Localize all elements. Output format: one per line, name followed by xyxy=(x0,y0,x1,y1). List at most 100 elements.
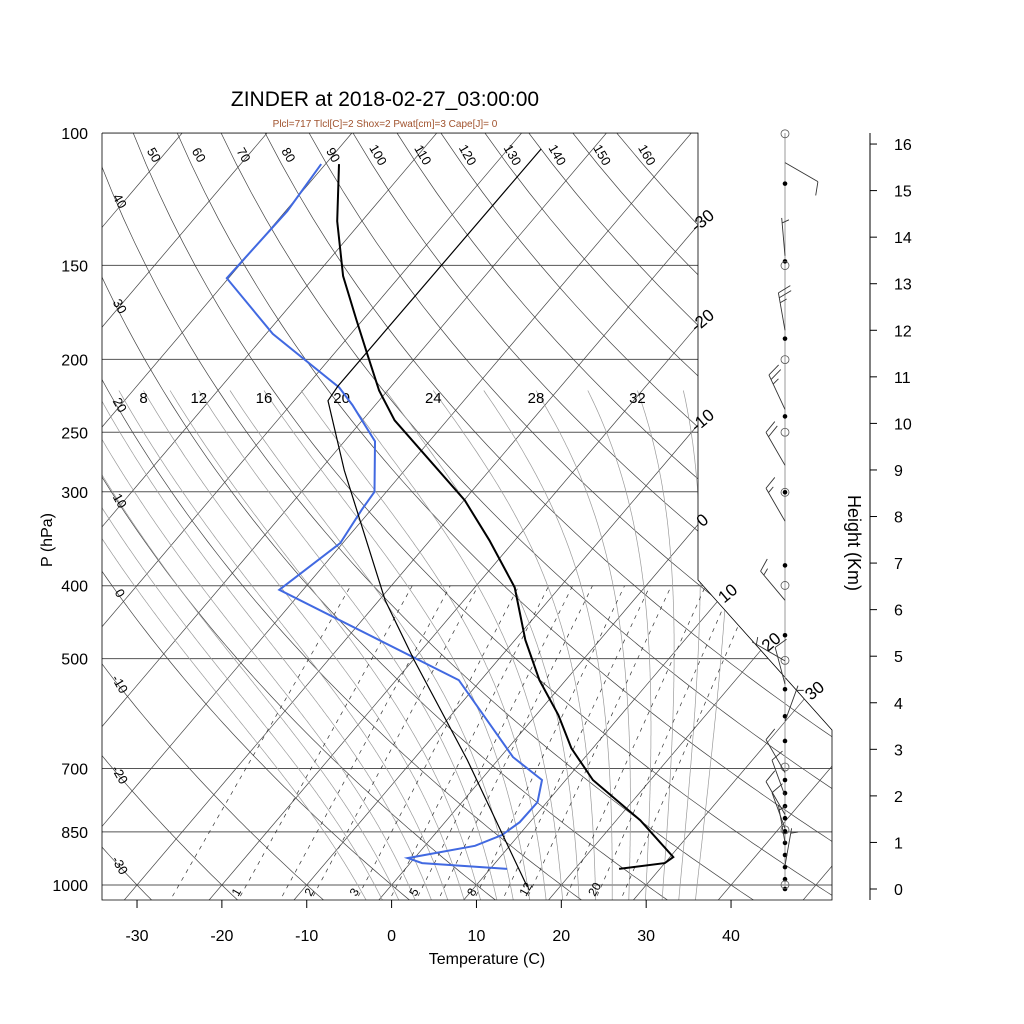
isotherm-line xyxy=(290,133,832,900)
wind-barb xyxy=(765,770,786,815)
isotherm-label: -10 xyxy=(687,405,718,435)
x-tick-label: 30 xyxy=(637,928,655,945)
dry-adiabat-label: 110 xyxy=(411,142,434,167)
moist-adiabat-line xyxy=(341,390,564,900)
dry-adiabat-label: -30 xyxy=(109,853,131,877)
dry-adiabat-line xyxy=(102,133,243,900)
height-tick-label: 6 xyxy=(894,603,903,620)
moist-adiabat-line xyxy=(118,390,450,900)
isotherm-line xyxy=(102,133,282,900)
x-axis-label: Temperature (C) xyxy=(429,951,545,968)
mixing-ratio-label: 3 xyxy=(347,885,363,898)
pressure-tick-label: 1000 xyxy=(52,878,88,895)
parcel-line xyxy=(327,148,542,888)
mixing-ratio-line xyxy=(235,585,413,900)
dry-adiabat-line xyxy=(308,133,832,900)
dry-adiabat-label: 130 xyxy=(501,142,525,168)
height-tick-label: 7 xyxy=(894,556,903,573)
x-tick-label: -20 xyxy=(210,928,233,945)
moist-adiabat-line xyxy=(263,390,531,900)
dry-adiabat-label: 50 xyxy=(144,145,164,165)
moist-adiabat-label: 12 xyxy=(190,390,207,407)
pressure-tick-label: 100 xyxy=(61,126,88,143)
profile-lines xyxy=(225,148,675,888)
moist-adiabat-line xyxy=(102,390,402,900)
dry-adiabat-label: 150 xyxy=(590,142,614,168)
mixing-ratio-line xyxy=(471,585,625,900)
moist-adiabat-line xyxy=(102,390,434,900)
dry-adiabat-label: 60 xyxy=(189,145,209,165)
moist-adiabat-line xyxy=(169,390,482,900)
height-tick-label: 13 xyxy=(894,277,912,294)
isotherm-label: -20 xyxy=(687,305,718,335)
pressure-tick-label: 700 xyxy=(61,762,88,779)
isotherm-label: -30 xyxy=(687,206,718,236)
mixing-ratio-line xyxy=(167,585,352,900)
dry-adiabat-line xyxy=(264,133,832,900)
dry-adiabat-label: 80 xyxy=(278,145,298,165)
std-level-circle xyxy=(780,825,790,835)
mixing-ratio-label: 12 xyxy=(516,880,535,899)
mixing-ratio-line xyxy=(524,585,672,900)
mixing-ratio-line xyxy=(618,585,756,900)
background-grid xyxy=(102,133,832,900)
obs-level-dot xyxy=(782,876,788,882)
x-tick-label: 20 xyxy=(552,928,570,945)
std-level-circle xyxy=(780,581,790,590)
y-axis-label: P (hPa) xyxy=(39,513,56,567)
temperature-line xyxy=(336,164,675,870)
mixing-ratio-line xyxy=(387,585,550,900)
moist-adiabat-line xyxy=(300,390,547,900)
wind-barb xyxy=(768,364,786,410)
dry-adiabat-line xyxy=(220,133,832,900)
height-tick-label: 8 xyxy=(894,510,903,527)
obs-level-dot xyxy=(782,815,788,821)
wind-barb xyxy=(777,285,792,331)
pressure-tick-label: 150 xyxy=(61,258,88,275)
obs-level-dot xyxy=(782,563,788,568)
wind-barb xyxy=(784,162,819,196)
x-tick-label: 0 xyxy=(387,928,396,945)
x-tick-label: -30 xyxy=(125,928,148,945)
wind-barb xyxy=(774,638,787,685)
std-level-circle xyxy=(780,762,790,772)
wind-barb xyxy=(771,750,786,797)
wind-barb xyxy=(784,685,804,722)
height-tick-label: 10 xyxy=(894,416,912,433)
height-tick-label: 11 xyxy=(894,370,911,387)
height-tick-label: 14 xyxy=(894,230,912,247)
dry-adiabat-label: 30 xyxy=(110,296,130,316)
mixing-ratio-line xyxy=(308,585,479,900)
dry-adiabat-label: 100 xyxy=(366,142,390,168)
obs-level-dot xyxy=(782,864,788,870)
wind-barb xyxy=(765,477,786,522)
std-level-circle xyxy=(780,129,790,139)
x-tick-label: -10 xyxy=(295,928,318,945)
chart-title: ZINDER at 2018-02-27_03:00:00 xyxy=(230,88,540,111)
moist-adiabat-label: 32 xyxy=(629,390,646,407)
dry-adiabat-label: 120 xyxy=(456,142,480,168)
height-tick-label: 0 xyxy=(894,882,903,899)
wind-barb xyxy=(781,217,790,256)
wind-barb xyxy=(765,421,786,466)
pressure-tick-label: 850 xyxy=(61,825,88,842)
obs-level-dot xyxy=(782,828,788,834)
pressure-tick-label: 200 xyxy=(61,352,88,369)
moist-adiabat-line xyxy=(102,390,385,900)
x-tick-label: 40 xyxy=(722,928,740,945)
mixing-ratio-line xyxy=(562,585,706,900)
wind-barb xyxy=(777,804,786,843)
pressure-tick-label: 400 xyxy=(61,579,88,596)
mixing-ratio-label: 20 xyxy=(585,880,604,899)
isotherm-line xyxy=(102,133,452,900)
dry-adiabat-line xyxy=(102,133,329,900)
isotherm-line xyxy=(102,133,112,900)
dry-adiabat-label: 40 xyxy=(110,191,130,211)
mixing-ratio-line xyxy=(413,585,573,900)
isotherm-line xyxy=(799,133,832,900)
isotherm-line xyxy=(102,133,197,900)
dry-adiabat-label: -20 xyxy=(109,763,131,787)
moist-adiabat-label: 20 xyxy=(333,390,350,407)
